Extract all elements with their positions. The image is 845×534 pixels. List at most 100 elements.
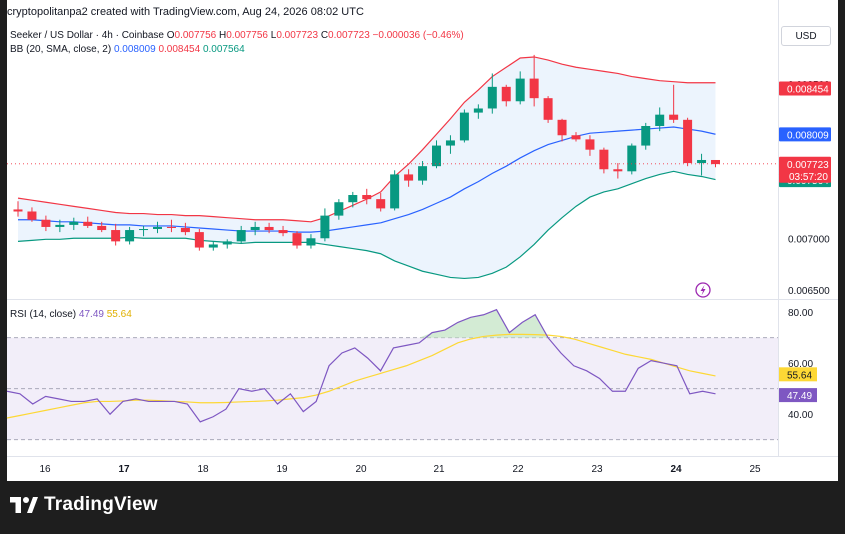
rsi-legend-part: 55.64	[107, 309, 132, 320]
time-tick-label: 16	[39, 464, 51, 475]
candle-body	[83, 221, 93, 226]
candle-body	[613, 169, 623, 172]
candle-body	[139, 229, 149, 231]
bb-lower-line	[17, 170, 716, 280]
candle-body	[627, 145, 637, 172]
candle-body	[236, 230, 246, 242]
candle-body	[166, 226, 176, 228]
rsi-overbought-fill	[419, 309, 549, 338]
candle-body	[208, 244, 218, 248]
candle-body	[97, 225, 107, 231]
rsi-legend: RSI (14, close) 47.49 55.64	[10, 309, 132, 320]
bb-upper-price-tag	[779, 81, 831, 96]
candle-body	[348, 195, 358, 203]
candle-body	[418, 166, 428, 181]
symbol-legend-part: 0.007723	[328, 30, 373, 41]
symbol-legend-part: Seeker / US Dollar · 4h · Coinbase	[10, 30, 167, 41]
candle-body	[711, 159, 720, 165]
currency-selector[interactable]: USD	[781, 26, 831, 46]
candle-body	[669, 114, 679, 120]
last-price-tag	[779, 156, 831, 183]
rsi-value-label: 47.49	[787, 391, 812, 402]
last-price-label: 0.007723	[787, 160, 829, 171]
candle-body	[69, 221, 79, 225]
candle-body	[432, 145, 441, 167]
candle-body	[585, 139, 595, 150]
candle-body	[641, 125, 651, 146]
candle-body	[292, 233, 302, 246]
symbol-legend-part: O	[167, 30, 175, 41]
symbol-legend-part: H	[219, 30, 226, 41]
symbol-legend-part: 0.007756	[175, 30, 220, 41]
bb-basis-price-tag	[779, 127, 831, 142]
bb-legend-part: BB (20, SMA, close, 2)	[10, 44, 114, 55]
candle-body	[27, 211, 37, 220]
time-tick-label: 21	[433, 464, 445, 475]
candle-body	[404, 174, 414, 181]
candle-body	[529, 78, 539, 99]
brand-name: TradingView	[44, 494, 158, 515]
candle-body	[487, 86, 497, 109]
candle-body	[320, 215, 330, 239]
candle-body	[41, 219, 51, 227]
symbol-legend-part: −0.000036 (−0.46%)	[373, 30, 464, 41]
candle-body	[697, 159, 707, 164]
candle-body	[180, 227, 190, 233]
bb-legend-part: 0.008454	[158, 44, 203, 55]
candle-body	[515, 78, 525, 102]
candle-body	[194, 232, 204, 248]
price-tick-label: 0.006500	[788, 286, 830, 297]
candle-body	[390, 174, 400, 209]
candle-body	[13, 209, 23, 212]
rsi-line	[6, 308, 716, 423]
candle-body	[334, 202, 344, 216]
candle-body	[445, 140, 455, 146]
brand-logo[interactable]: TradingView	[10, 494, 158, 516]
rsi-tick-label: 80.00	[788, 308, 813, 319]
candle-body	[543, 98, 553, 120]
symbol-legend-part: 0.007756	[226, 30, 271, 41]
candle-body	[557, 119, 567, 136]
price-tick-label: 0.007000	[788, 234, 830, 245]
rsi-ma-tag	[779, 367, 817, 382]
candle-body	[125, 230, 135, 242]
last-price-countdown: 03:57:20	[789, 172, 828, 183]
symbol-legend-part: 0.007723	[276, 30, 321, 41]
symbol-legend-part: L	[271, 30, 277, 41]
symbol-legend: Seeker / US Dollar · 4h · Coinbase O0.00…	[10, 30, 464, 41]
candle-body	[655, 114, 665, 126]
bb-basis-line	[18, 126, 716, 233]
time-tick-label: 17	[118, 464, 130, 475]
time-tick-label: 23	[591, 464, 603, 475]
rsi-legend-part: 47.49	[79, 309, 107, 320]
time-tick-label: 25	[749, 464, 761, 475]
time-tick-label: 24	[670, 464, 682, 475]
time-tick-label: 19	[276, 464, 288, 475]
candle-body	[55, 224, 65, 227]
candle-body	[376, 199, 386, 209]
candle-body	[599, 149, 609, 170]
bb-legend-part: 0.007564	[203, 44, 245, 55]
bb-band-fill	[18, 56, 716, 279]
candle-body	[153, 226, 162, 230]
candle-body	[278, 230, 288, 234]
time-tick-label: 22	[512, 464, 524, 475]
rsi-legend-part: RSI (14, close)	[10, 309, 79, 320]
symbol-legend-part: C	[321, 30, 328, 41]
bb-legend: BB (20, SMA, close, 2) 0.008009 0.008454…	[10, 44, 245, 55]
candle-body	[222, 241, 232, 245]
tradingview-logo-icon	[10, 497, 38, 513]
alert-lightning-icon[interactable]	[695, 282, 711, 298]
candle-body	[501, 86, 511, 102]
rsi-tick-label: 40.00	[788, 410, 813, 421]
rsi-ma-value-label: 55.64	[787, 370, 812, 381]
rsi-value-tag	[779, 388, 817, 403]
candle-body	[459, 112, 469, 141]
candle-body	[473, 108, 483, 113]
candle-body	[683, 119, 693, 164]
candle-body	[111, 230, 121, 242]
header-line: cryptopolitanpa2 created with TradingVie…	[7, 6, 364, 18]
candle-body	[250, 226, 260, 231]
